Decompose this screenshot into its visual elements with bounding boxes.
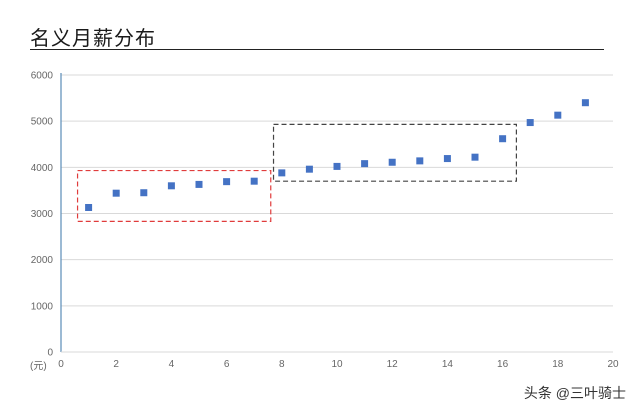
data-point — [112, 189, 120, 197]
data-point — [250, 177, 258, 185]
x-tick-label: 4 — [169, 359, 175, 370]
data-point — [278, 169, 286, 177]
data-points — [85, 99, 589, 211]
data-point — [443, 155, 451, 163]
y-tick-labels: 0 1000 2000 3000 4000 5000 6000 — [31, 71, 54, 359]
x-tick-label: 18 — [552, 359, 564, 370]
data-point — [361, 160, 369, 168]
data-point — [140, 189, 148, 197]
annotation-box-dark — [272, 123, 517, 182]
data-point — [416, 157, 424, 165]
data-point — [223, 178, 231, 186]
x-tick-label: 12 — [387, 359, 399, 370]
x-tick-label: 6 — [224, 359, 230, 370]
x-tick-label: 10 — [331, 359, 343, 370]
data-point — [388, 158, 396, 166]
annotation-box-red — [76, 169, 272, 222]
data-point — [333, 162, 341, 170]
y-unit-label: (元) — [30, 361, 47, 372]
data-point — [581, 99, 589, 107]
x-tick-label: 8 — [279, 359, 285, 370]
data-point — [167, 182, 175, 190]
annotation-boxes — [76, 123, 517, 222]
data-point — [85, 203, 93, 211]
data-point — [195, 180, 203, 188]
x-tick-label: 16 — [497, 359, 509, 370]
data-point — [471, 153, 479, 161]
y-tick-label: 2000 — [31, 255, 54, 266]
x-tick-label: 0 — [58, 359, 64, 370]
y-tick-label: 3000 — [31, 209, 54, 220]
data-point — [305, 165, 313, 173]
y-tick-label: 0 — [47, 348, 53, 359]
y-tick-label: 4000 — [31, 163, 54, 174]
x-tick-labels: 0 2 4 6 8 10 12 14 16 18 20 — [58, 359, 619, 370]
watermark: 头条 @三叶骑士 — [523, 385, 626, 401]
y-tick-label: 5000 — [31, 117, 54, 128]
chart-title: 名义月薪分布 — [30, 28, 156, 50]
y-tick-label: 6000 — [31, 71, 54, 82]
data-point — [499, 135, 507, 143]
x-tick-label: 2 — [113, 359, 119, 370]
x-tick-label: 20 — [607, 359, 619, 370]
x-tick-label: 14 — [442, 359, 454, 370]
data-point — [526, 119, 534, 127]
data-point — [554, 111, 562, 119]
title-underline — [30, 49, 604, 50]
y-tick-label: 1000 — [31, 301, 54, 312]
axes — [60, 73, 613, 353]
